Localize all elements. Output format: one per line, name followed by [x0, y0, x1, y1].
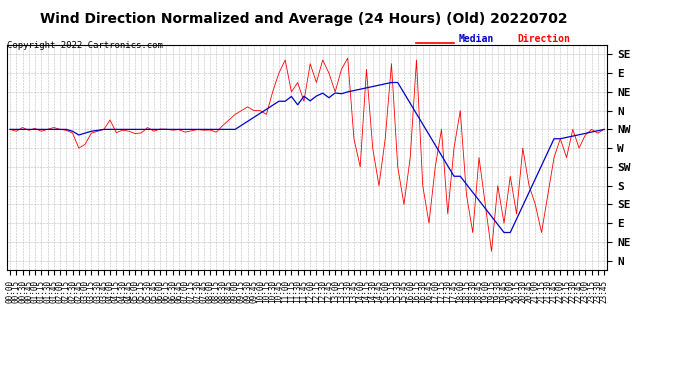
Text: Wind Direction Normalized and Average (24 Hours) (Old) 20220702: Wind Direction Normalized and Average (2…	[40, 12, 567, 26]
Text: Median: Median	[459, 34, 494, 44]
Text: Copyright 2022 Cartronics.com: Copyright 2022 Cartronics.com	[7, 41, 163, 50]
Text: Direction: Direction	[518, 34, 571, 44]
